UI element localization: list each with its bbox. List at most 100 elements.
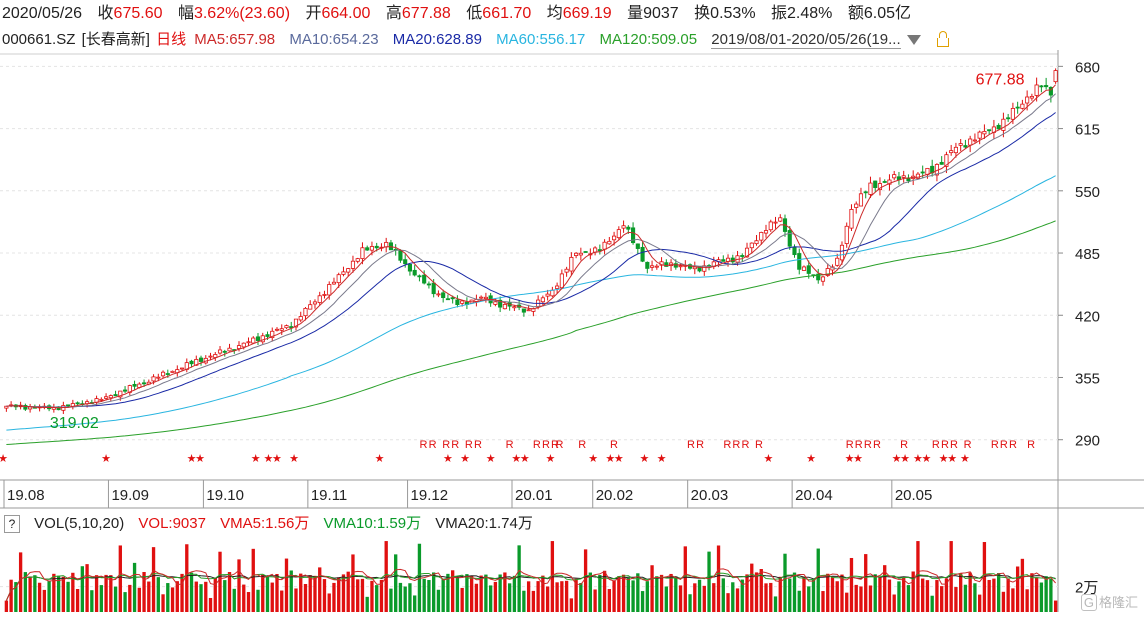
dropdown-arrow-icon[interactable] — [906, 35, 921, 46]
volume-bar — [71, 572, 75, 612]
volume-bar — [451, 570, 455, 612]
x-tick-label: 20.05 — [895, 487, 933, 504]
volume-bar — [503, 572, 507, 612]
r-signal-marker: R — [696, 439, 704, 451]
candle-body — [1039, 85, 1044, 88]
volume-bar — [123, 592, 127, 612]
help-icon[interactable]: ? — [4, 515, 20, 533]
turnover-value: 0.53% — [710, 5, 756, 22]
volume-bar — [218, 551, 222, 612]
volume-bar — [973, 583, 977, 612]
star-signal-marker: ★ — [289, 453, 299, 465]
volume-bar — [118, 545, 122, 612]
star-signal-marker: ★ — [588, 453, 598, 465]
r-signal-marker: R — [873, 439, 881, 451]
candle-body — [887, 179, 892, 185]
ma20-legend: MA20:628.89 — [392, 31, 482, 48]
volume-bar — [579, 583, 583, 612]
volume-bar — [189, 572, 194, 612]
x-tick-label: 20.03 — [691, 487, 729, 504]
candle-body — [521, 308, 526, 313]
vma5-line — [5, 568, 1056, 601]
candle-body — [825, 268, 830, 276]
candle-body — [265, 334, 270, 337]
candle-body — [778, 217, 783, 222]
star-signal-marker: ★ — [195, 453, 205, 465]
candle-body — [431, 282, 436, 295]
candle-body — [854, 203, 859, 208]
volume-bar — [944, 578, 949, 612]
r-signal-marker: R — [542, 439, 550, 451]
candle-body — [360, 247, 365, 259]
lock-icon[interactable] — [936, 30, 949, 47]
vol-value-legend: VOL:9037 — [138, 515, 206, 532]
volume-bar — [147, 581, 151, 612]
candle-body — [968, 138, 973, 146]
volume-bar — [1049, 578, 1053, 612]
candle-body — [398, 250, 403, 261]
volume-bar — [593, 589, 597, 612]
volume-bar — [735, 588, 740, 612]
volume-bar — [232, 588, 236, 612]
amplitude-field: 振2.48% — [771, 5, 832, 22]
candle-body — [858, 193, 864, 207]
candle-body — [236, 345, 242, 349]
volume-bar — [280, 590, 284, 612]
volume-bar — [954, 587, 958, 612]
vol-indicator-title[interactable]: VOL(5,10,20) — [34, 515, 125, 532]
candle-body — [787, 230, 792, 247]
volume-bar — [246, 592, 251, 612]
volume-bar — [826, 573, 830, 612]
volume-bar — [360, 578, 365, 612]
volume-bar — [887, 579, 892, 612]
y-tick-label: 290 — [1075, 433, 1100, 450]
candle-body — [132, 384, 137, 387]
date-range-selector[interactable]: 2019/08/01-2020/05/26(19... — [711, 31, 901, 49]
star-signal-marker: ★ — [251, 453, 261, 465]
candle-body — [559, 273, 564, 289]
candle-body — [260, 335, 265, 343]
r-signal-marker: R — [1027, 439, 1035, 451]
period-label[interactable]: 日线 — [156, 31, 187, 48]
r-signal-marker: R — [855, 439, 863, 451]
candle-body — [982, 130, 987, 135]
volume-bar — [541, 575, 545, 612]
candle-body — [298, 316, 303, 321]
open-field: 开664.00 — [305, 5, 370, 22]
volume-bar — [645, 581, 649, 612]
volume-bar — [750, 563, 754, 612]
volume-bar — [251, 548, 255, 612]
candle-body — [512, 306, 517, 309]
candle-body — [844, 225, 849, 244]
y-tick-label: 550 — [1075, 184, 1100, 201]
x-tick-label: 19.10 — [206, 487, 244, 504]
candle-body — [892, 174, 897, 179]
candle-body — [279, 328, 284, 331]
r-signal-marker: R — [950, 439, 958, 451]
candle-body — [227, 347, 232, 352]
volume-bar — [830, 577, 835, 612]
amplitude-label: 振 — [771, 5, 788, 22]
volume-bar — [417, 543, 422, 612]
volume-bar — [992, 578, 996, 612]
volume-bar — [816, 548, 820, 612]
volume-bar — [1020, 558, 1025, 612]
candle-body — [597, 249, 602, 252]
candle-body — [179, 367, 185, 370]
volume-bar — [878, 577, 882, 612]
candle-body — [555, 285, 560, 289]
volume-bar — [864, 554, 868, 612]
volume-bar — [659, 574, 664, 612]
volume-bar — [379, 579, 384, 612]
volume-bar — [916, 541, 920, 612]
volume-bar — [697, 579, 702, 612]
volume-bar — [394, 554, 398, 612]
volume-bar — [968, 572, 972, 612]
candle-body — [1006, 117, 1011, 120]
volume-bar — [693, 583, 697, 612]
candle-body — [958, 143, 963, 146]
avg-field: 均669.19 — [547, 5, 612, 22]
volume-bar — [868, 585, 873, 612]
volume-bar — [488, 585, 493, 612]
